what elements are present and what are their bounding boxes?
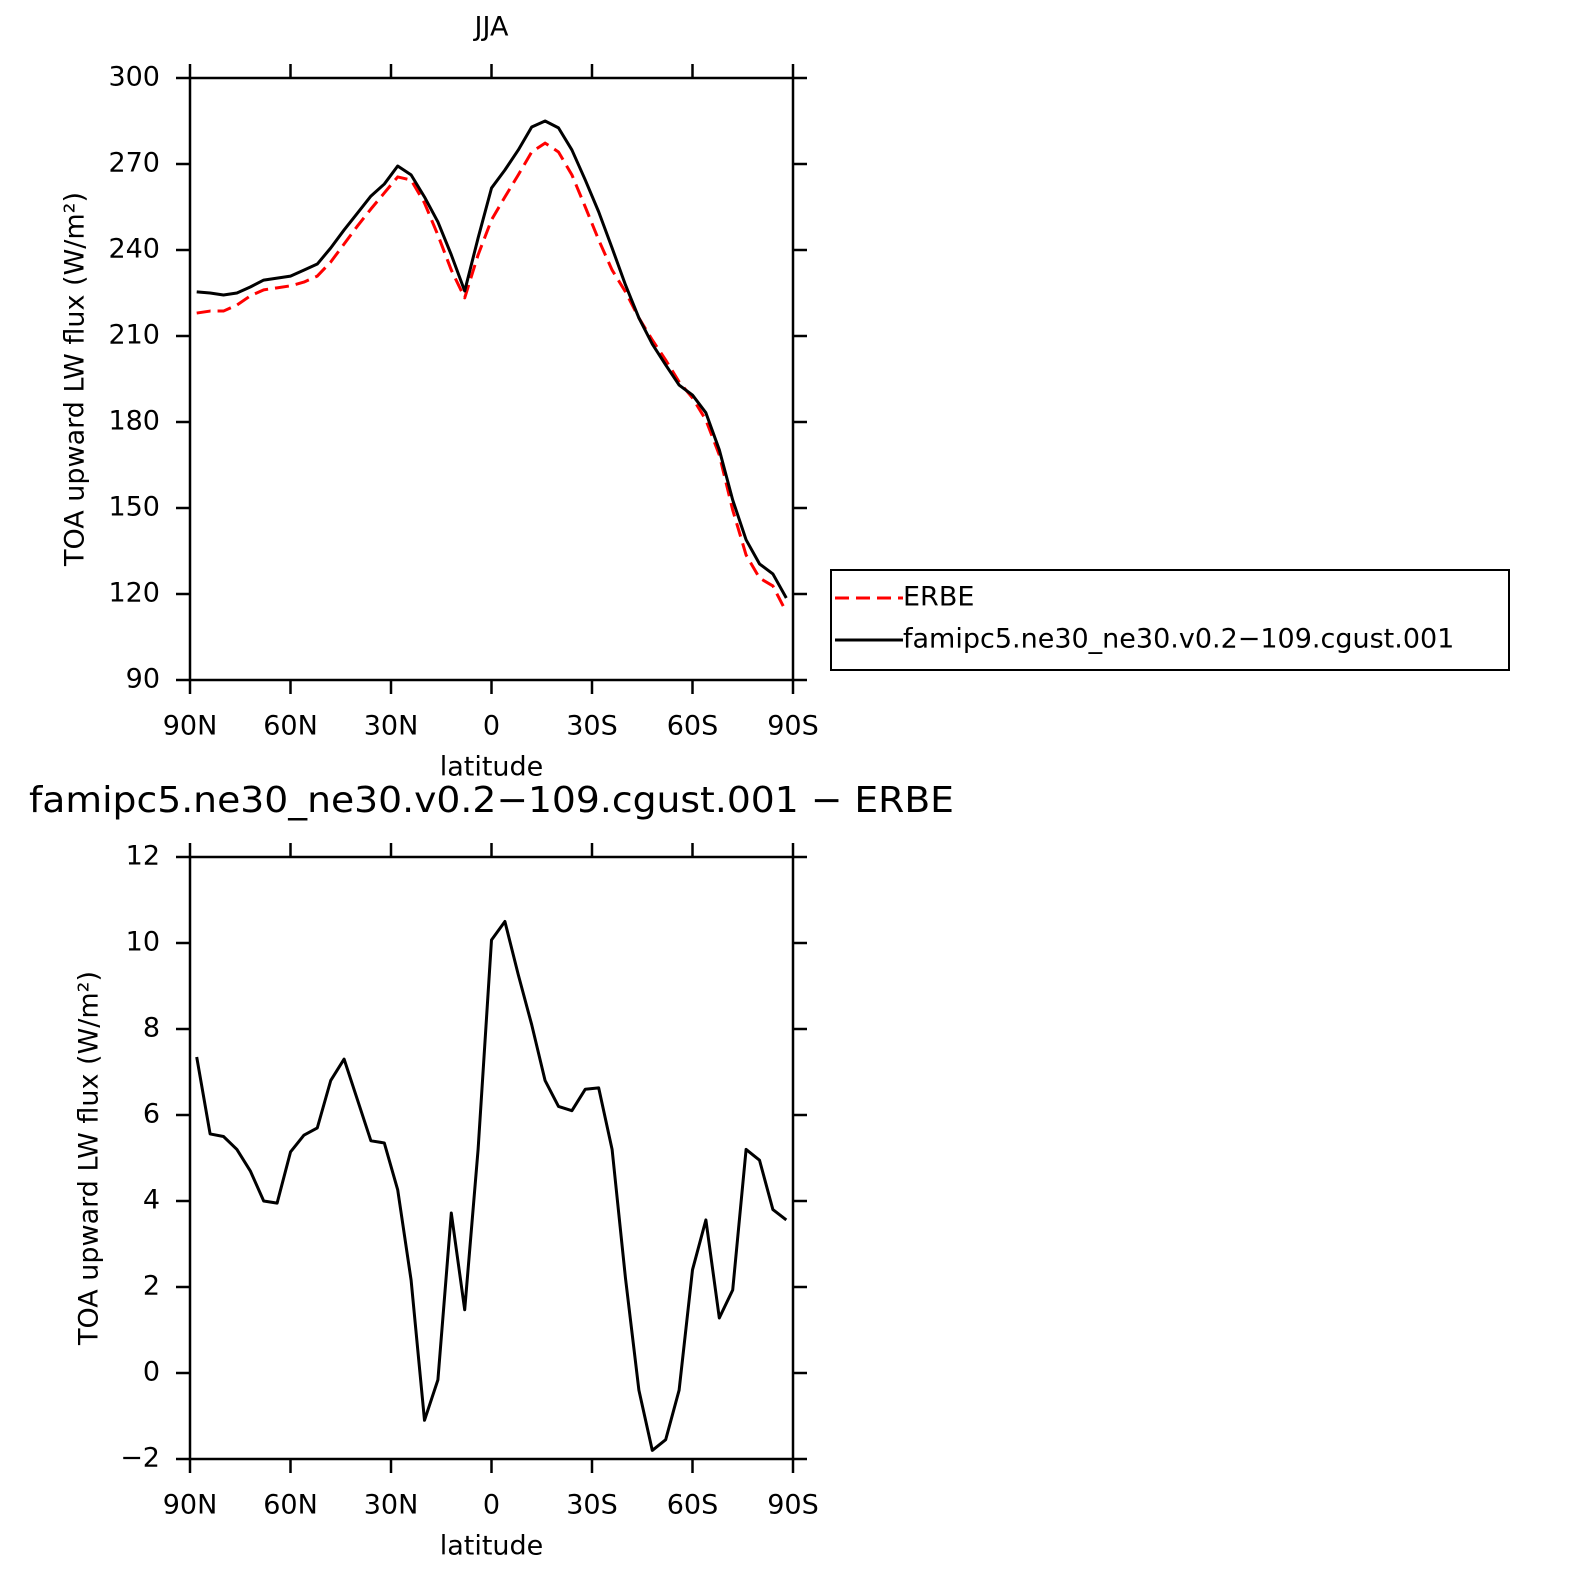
x-tick-label: 60N	[263, 711, 318, 742]
y-axis-label: TOA upward LW flux (W/m²)	[74, 971, 105, 1346]
x-tick-label: 30S	[566, 711, 618, 742]
legend-label: ERBE	[903, 582, 974, 613]
x-tick-label: 30N	[364, 711, 419, 742]
chart-title: JJA	[473, 12, 509, 43]
y-tick-label: 0	[143, 1357, 160, 1388]
x-axis-label: latitude	[440, 752, 544, 783]
x-tick-label: 60N	[263, 1490, 318, 1521]
x-tick-label: 30N	[364, 1490, 419, 1521]
y-tick-label: 150	[108, 492, 160, 523]
y-tick-label: 8	[143, 1013, 160, 1044]
y-tick-label: 90	[126, 664, 160, 695]
plot-frame	[188, 76, 795, 682]
y-tick-label: 180	[108, 406, 160, 437]
x-tick-label: 30S	[566, 1490, 618, 1521]
data-line	[196, 141, 788, 613]
y-tick-label: −2	[120, 1443, 160, 1474]
x-tick-label: 90S	[767, 1490, 819, 1521]
x-tick-label: 0	[483, 1490, 500, 1521]
y-tick-label: 6	[143, 1099, 160, 1130]
y-tick-label: 4	[143, 1185, 160, 1216]
data-line	[195, 920, 788, 1452]
data-line	[196, 119, 788, 599]
y-tick-label: 2	[143, 1271, 160, 1302]
x-tick-label: 0	[483, 711, 500, 742]
x-tick-label: 90N	[163, 1490, 218, 1521]
chart-panel: JJA 90 120 150 180 210 240 270 300 90N 60N 30N 0 30S 6…	[60, 12, 1510, 783]
chart-panel: famipc5.ne30_ne30.v0.2−109.cgust.001 − E…	[29, 780, 954, 1562]
x-tick-label: 90N	[163, 711, 218, 742]
chart-title: famipc5.ne30_ne30.v0.2−109.cgust.001 − E…	[29, 780, 954, 821]
y-axis-label: TOA upward LW flux (W/m²)	[60, 192, 91, 567]
x-tick-label: 60S	[667, 1490, 719, 1521]
legend-box	[830, 569, 1510, 671]
x-tick-label: 60S	[667, 711, 719, 742]
x-axis-label: latitude	[440, 1531, 544, 1562]
y-tick-label: 120	[108, 578, 160, 609]
y-tick-label: 10	[126, 927, 160, 958]
y-tick-label: 210	[108, 320, 160, 351]
y-tick-label: 240	[108, 234, 160, 265]
legend-label: famipc5.ne30_ne30.v0.2−109.cgust.001	[903, 624, 1454, 655]
y-tick-label: 300	[108, 62, 160, 93]
y-tick-label: 270	[108, 148, 160, 179]
x-tick-label: 90S	[767, 711, 819, 742]
y-tick-label: 12	[126, 841, 160, 872]
